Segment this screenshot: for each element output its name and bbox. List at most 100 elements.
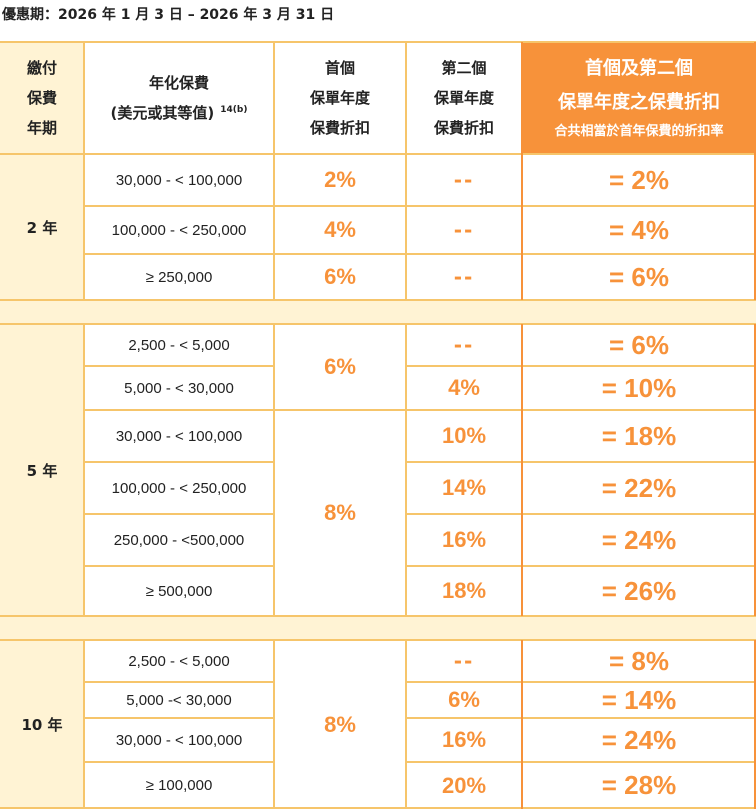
- combined-discount: = 6%: [609, 329, 669, 360]
- second-year-discount: 16%: [441, 727, 487, 752]
- combined-discount: = 10%: [601, 372, 677, 403]
- promotion-period: 優惠期：2026 年 1 月 3 日 – 2026 年 3 月 31 日: [2, 7, 335, 23]
- second-year-discount: --: [453, 649, 475, 673]
- footnote-ref: 14(b): [220, 105, 248, 115]
- combined-discount: = 6%: [609, 261, 669, 292]
- premium-range: 100,000 - < 250,000: [111, 479, 247, 497]
- premium-range: 250,000 - <500,000: [113, 531, 245, 549]
- combined-discount: = 2%: [609, 164, 669, 195]
- second-year-discount: --: [453, 333, 475, 357]
- table-border: [84, 761, 274, 763]
- table-border: [273, 324, 275, 616]
- term-10yr-bg: [0, 640, 84, 809]
- term-label-5yr: 5 年: [26, 461, 58, 480]
- header-term-bg: [0, 42, 84, 154]
- header-combined-discount: 首個及第二個 保單年度之保費折扣 合共相當於首年保費的折扣率: [522, 42, 756, 154]
- combined-discount: = 4%: [609, 214, 669, 245]
- combined-discount: = 22%: [601, 472, 677, 503]
- combined-discount: = 26%: [601, 575, 677, 606]
- premium-range: ≥ 250,000: [145, 268, 213, 286]
- first-year-discount-merged: 6%: [324, 354, 356, 379]
- table-border: [83, 42, 85, 300]
- table-border: [406, 717, 756, 719]
- premium-range: 2,500 - < 5,000: [128, 336, 230, 354]
- first-year-discount: 4%: [324, 217, 356, 242]
- second-year-discount: 6%: [448, 687, 480, 712]
- second-year-discount: 16%: [441, 527, 487, 552]
- table-border: [273, 640, 275, 809]
- header-term: 繳付 保費 年期: [26, 59, 57, 137]
- combined-discount: = 28%: [601, 770, 677, 800]
- combined-discount: = 24%: [601, 524, 677, 555]
- table-border: [521, 42, 523, 300]
- table-border: [754, 324, 756, 616]
- spacer-row-2: [0, 616, 756, 640]
- header-annual-premium: 年化保費 (美元或其等值) 14(b): [110, 74, 248, 122]
- premium-range: 30,000 - < 100,000: [115, 427, 243, 445]
- table-border: [84, 205, 756, 207]
- table-border: [405, 324, 407, 616]
- table-border: [406, 365, 756, 367]
- premium-range: 100,000 - < 250,000: [111, 221, 247, 239]
- first-year-discount-merged: 8%: [324, 500, 356, 525]
- table-border: [0, 41, 756, 43]
- first-year-discount: 2%: [324, 167, 356, 192]
- premium-range: 30,000 - < 100,000: [115, 731, 243, 749]
- second-year-discount: --: [453, 218, 475, 242]
- table-border: [754, 42, 756, 300]
- term-5yr-bg: [0, 324, 84, 616]
- table-border: [406, 565, 756, 567]
- table-border: [405, 42, 407, 300]
- second-year-discount: --: [453, 168, 475, 192]
- second-year-discount: 4%: [448, 375, 480, 400]
- table-border: [83, 640, 85, 809]
- table-border: [273, 42, 275, 300]
- premium-range: ≥ 100,000: [145, 777, 213, 794]
- table-border: [84, 409, 756, 411]
- second-year-discount: 18%: [441, 578, 487, 603]
- table-border: [0, 615, 756, 617]
- table-border: [84, 681, 274, 683]
- table-border: [406, 761, 756, 763]
- header-first-year-discount: 首個 保單年度 保費折扣: [309, 59, 370, 137]
- table-border: [406, 513, 756, 515]
- table-border: [521, 640, 523, 809]
- table-border: [405, 640, 407, 809]
- second-year-discount: 10%: [441, 423, 487, 448]
- table-border: [406, 461, 756, 463]
- table-border: [754, 640, 756, 809]
- table-border: [84, 513, 274, 515]
- combined-discount: = 8%: [609, 645, 669, 676]
- second-year-discount: 14%: [441, 475, 487, 500]
- second-year-discount: 20%: [441, 772, 487, 798]
- table-border: [0, 807, 756, 809]
- combined-discount: = 18%: [601, 420, 677, 451]
- term-2yr-bg: [0, 154, 84, 300]
- premium-range: 5,000 - < 30,000: [124, 379, 234, 397]
- table-border: [84, 253, 756, 255]
- term-label-10yr: 10 年: [21, 716, 63, 734]
- table-border: [0, 153, 756, 155]
- table-border: [84, 365, 274, 367]
- term-label-2yr: 2 年: [26, 218, 58, 237]
- table-border: [84, 461, 274, 463]
- combined-discount: = 24%: [601, 724, 677, 755]
- premium-range: 2,500 - < 5,000: [128, 652, 230, 670]
- table-border: [0, 639, 756, 641]
- premium-range: 30,000 - < 100,000: [115, 171, 243, 189]
- table-border: [0, 323, 756, 325]
- table-border: [84, 565, 274, 567]
- premium-range: ≥ 500,000: [145, 582, 213, 600]
- combined-discount: = 14%: [601, 684, 677, 715]
- second-year-discount: --: [453, 265, 475, 289]
- table-border: [521, 324, 523, 616]
- table-border: [83, 324, 85, 616]
- header-second-year-discount: 第二個 保單年度 保費折扣: [433, 59, 494, 137]
- table-border: [84, 717, 274, 719]
- first-year-discount-merged: 8%: [324, 711, 356, 737]
- spacer-row-1: [0, 300, 756, 324]
- first-year-discount: 6%: [324, 264, 356, 289]
- premium-range: 5,000 -< 30,000: [126, 691, 232, 709]
- table-border: [0, 299, 756, 301]
- table-border: [406, 681, 756, 683]
